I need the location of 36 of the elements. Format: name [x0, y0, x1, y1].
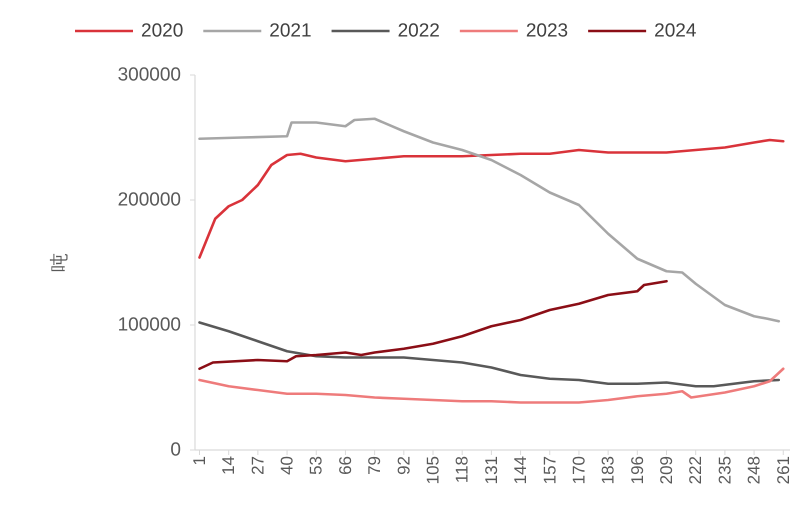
legend-label: 2023	[526, 20, 568, 42]
x-tick-label: 261	[774, 456, 793, 484]
x-tick-label: 144	[511, 456, 530, 484]
x-tick-label: 157	[540, 456, 560, 484]
x-tick-label: 235	[715, 456, 734, 484]
x-tick-label: 183	[598, 456, 618, 484]
x-tick-label: 92	[394, 456, 414, 475]
x-tick-label: 53	[306, 456, 326, 475]
x-tick-label: 40	[278, 456, 297, 475]
line-series	[198, 117, 780, 323]
x-tick-label: 79	[365, 456, 384, 475]
x-tick-label: 27	[248, 456, 268, 475]
line-series	[198, 321, 780, 388]
x-tick-label: 248	[744, 456, 764, 484]
x-tick-label: 14	[219, 456, 238, 475]
y-axis-title: 吨	[50, 253, 70, 272]
x-tick-label: 66	[336, 456, 355, 475]
x-tick-label: 209	[657, 456, 676, 484]
y-tick-label: 100000	[118, 314, 181, 336]
line-series	[198, 138, 785, 259]
y-tick-label: 0	[170, 440, 181, 460]
y-tick-label: 300000	[118, 64, 181, 86]
x-tick-label: 170	[569, 456, 588, 484]
legend-label: 2024	[654, 20, 697, 42]
x-tick-label: 131	[482, 456, 501, 484]
legend-label: 2021	[269, 20, 312, 42]
legend-label: 2022	[398, 20, 440, 42]
x-tick-label: 105	[424, 456, 442, 484]
x-tick-label: 196	[628, 456, 647, 484]
y-tick-label: 200000	[118, 190, 181, 210]
line-series	[198, 280, 668, 370]
x-tick-label: 118	[452, 456, 472, 484]
legend-label: 2020	[141, 20, 184, 42]
x-tick-label: 1	[190, 456, 209, 466]
x-tick-label: 222	[686, 456, 706, 484]
line-series	[198, 367, 785, 404]
